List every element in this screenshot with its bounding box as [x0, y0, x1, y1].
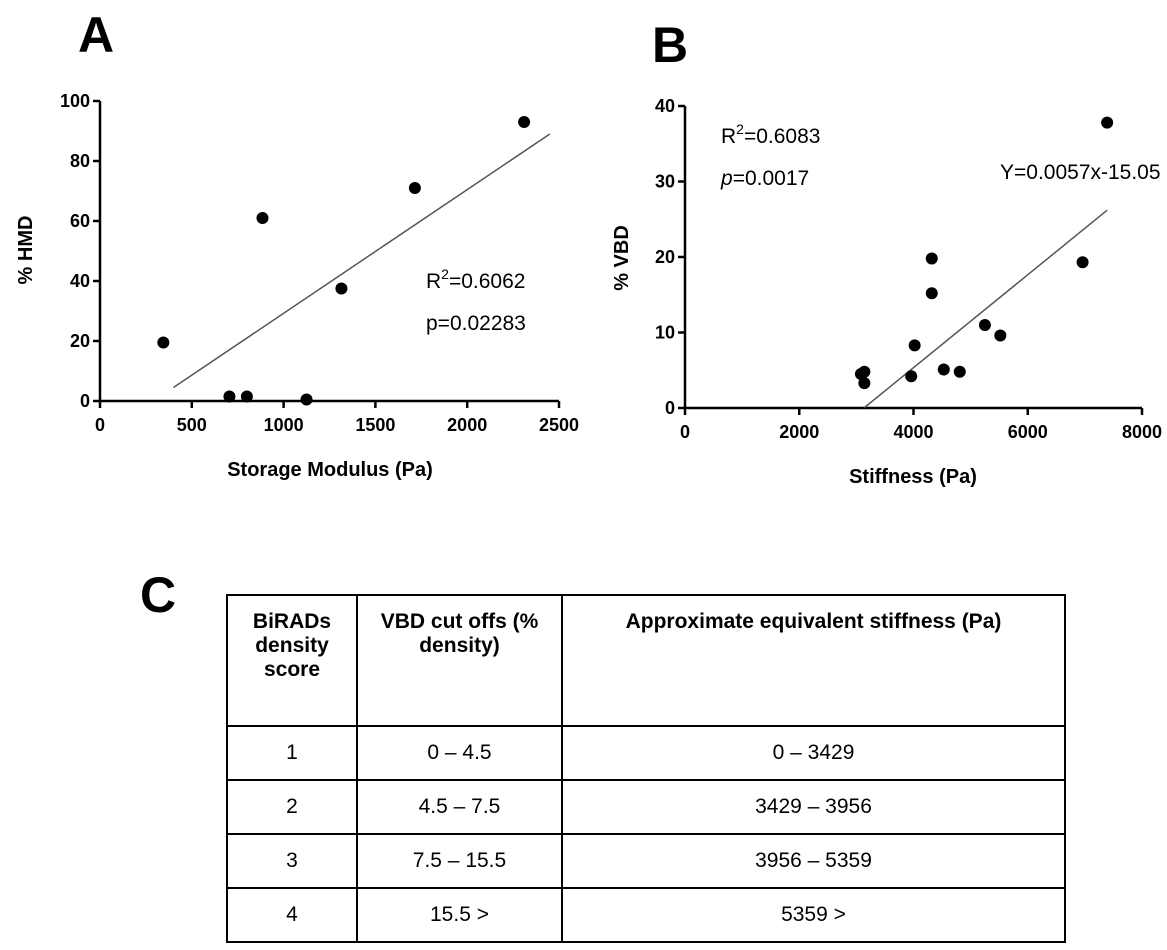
data-point: [1076, 256, 1089, 269]
x-tick-label: 4000: [893, 422, 933, 442]
panel-label-c: C: [140, 567, 177, 623]
table-header-row: BiRADs density score VBD cut offs (% den…: [226, 594, 1066, 727]
y-tick-label: 30: [655, 172, 675, 192]
x-axis-title: Storage Modulus (Pa): [227, 459, 433, 481]
table-row: 1 0 – 4.5 0 – 3429: [226, 725, 1066, 781]
y-tick-label: 60: [70, 211, 90, 231]
data-point: [905, 370, 918, 383]
table-cell: 3956 – 5359: [561, 833, 1066, 889]
x-tick-label: 6000: [1008, 422, 1048, 442]
regression-equation: Y=0.0057x-15.05: [1000, 161, 1161, 184]
table-cell: 3429 – 3956: [561, 779, 1066, 835]
data-point: [953, 365, 966, 378]
y-axis-title: % HMD: [15, 216, 37, 285]
y-tick-label: 80: [70, 151, 90, 171]
data-point: [908, 339, 921, 352]
data-point: [1101, 116, 1114, 129]
data-point: [925, 252, 938, 265]
table-cell: 3: [226, 833, 358, 889]
table-cell: 1: [226, 725, 358, 781]
x-tick-label: 2000: [779, 422, 819, 442]
scatter-chart-a: 0 500 1000 1500 2000 2500 0 20 40 60 80 100 Storage…: [15, 91, 579, 481]
table-cell: 5359 >: [561, 887, 1066, 943]
p-value-annotation: p=0.0017: [720, 167, 809, 190]
x-tick-label: 1000: [264, 415, 304, 435]
y-tick-label: 10: [655, 323, 675, 343]
data-point: [223, 390, 236, 403]
table-cell: 4.5 – 7.5: [356, 779, 563, 835]
table-header: BiRADs density score: [226, 594, 358, 727]
data-point: [994, 329, 1007, 342]
x-tick-label: 8000: [1122, 422, 1162, 442]
data-point: [978, 318, 991, 331]
y-tick-label: 100: [60, 91, 90, 111]
data-point: [408, 182, 421, 194]
table-row: 3 7.5 – 15.5 3956 – 5359: [226, 833, 1066, 889]
y-axis-title: % VBD: [611, 225, 633, 291]
table-cell: 0 – 4.5: [356, 725, 563, 781]
data-point: [157, 336, 170, 349]
data-point: [240, 390, 253, 403]
x-tick-label: 2000: [447, 415, 487, 435]
data-point: [925, 287, 938, 300]
x-tick-label: 2500: [539, 415, 579, 435]
table-cell: 2: [226, 779, 358, 835]
panel-label-b: B: [652, 17, 689, 73]
data-point: [858, 377, 871, 390]
y-tick-label: 40: [70, 271, 90, 291]
table-header: VBD cut offs (% density): [356, 594, 563, 727]
y-tick-label: 0: [80, 391, 90, 411]
x-tick-label: 0: [95, 415, 105, 435]
table-cell: 0 – 3429: [561, 725, 1066, 781]
table-cell: 4: [226, 887, 358, 943]
table-cell: 15.5 >: [356, 887, 563, 943]
table-row: 2 4.5 – 7.5 3429 – 3956: [226, 779, 1066, 835]
x-axis-title: Stiffness (Pa): [849, 466, 977, 488]
regression-line: [173, 133, 551, 389]
data-point: [300, 393, 313, 406]
y-tick-label: 20: [70, 331, 90, 351]
birads-table: BiRADs density score VBD cut offs (% den…: [226, 594, 1066, 943]
table-cell: 7.5 – 15.5: [356, 833, 563, 889]
p-value-annotation: p=0.02283: [426, 312, 526, 335]
table-row: 4 15.5 > 5359 >: [226, 887, 1066, 943]
r-squared-annotation: R2=0.6083: [721, 121, 820, 148]
data-point: [335, 282, 348, 295]
data-point: [858, 365, 871, 378]
r-squared-annotation: R2=0.6062: [426, 266, 525, 293]
scatter-chart-b: 0 2000 4000 6000 8000 0 10 20 30 40 Stiffness (Pa…: [611, 96, 1162, 488]
data-point: [937, 363, 950, 376]
x-tick-label: 500: [177, 415, 207, 435]
y-tick-label: 0: [665, 398, 675, 418]
table-header: Approximate equivalent stiffness (Pa): [561, 594, 1066, 727]
x-tick-label: 1500: [355, 415, 395, 435]
data-point: [518, 116, 531, 128]
panel-label-a: A: [78, 7, 115, 63]
y-tick-label: 40: [655, 96, 675, 116]
x-tick-label: 0: [680, 422, 690, 442]
regression-line: [863, 209, 1108, 409]
data-point: [256, 212, 269, 224]
y-tick-label: 20: [655, 247, 675, 267]
